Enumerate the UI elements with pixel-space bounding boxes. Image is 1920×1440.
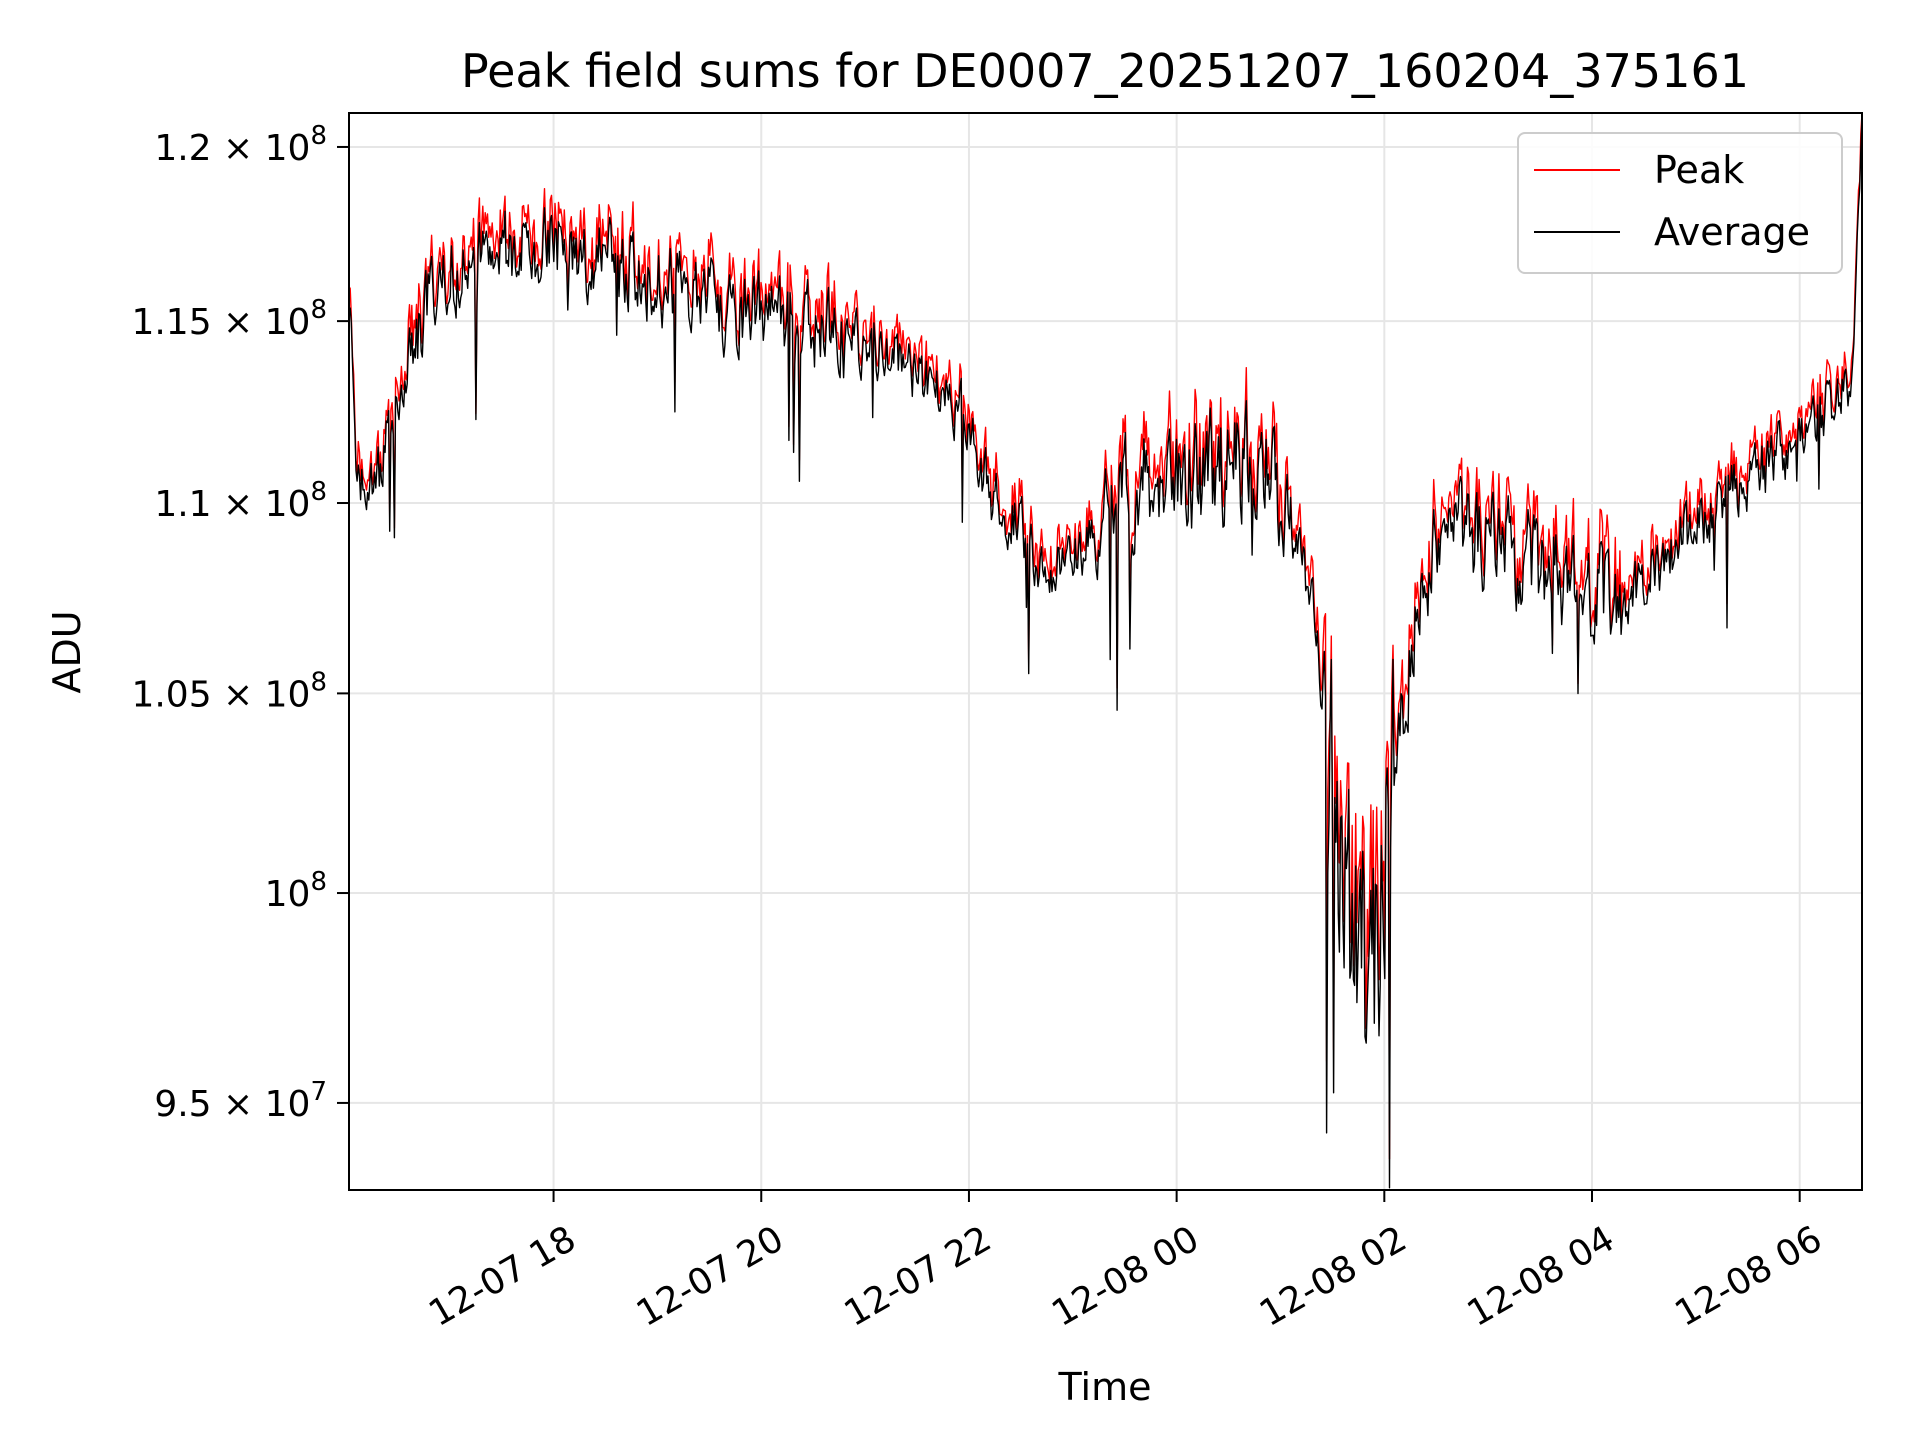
y-tick-label: 1.1 × 108 [154, 477, 327, 525]
grid [349, 113, 1862, 1190]
y-tick-label: 1.15 × 108 [131, 295, 327, 343]
plot-frame [348, 112, 1863, 1191]
chart-title: Peak field sums for DE0007_20251207_1602… [461, 44, 1749, 98]
y-tick-label: 1.05 × 108 [131, 667, 327, 715]
legend: Peak Average [1517, 132, 1843, 274]
y-tick-label: 9.5 × 107 [154, 1077, 327, 1125]
y-tick-label: 108 [265, 867, 327, 915]
series-line-average [348, 115, 1863, 1189]
y-tick-label: 1.2 × 108 [154, 121, 327, 169]
legend-label-average: Average [1654, 210, 1810, 254]
legend-label-peak: Peak [1654, 148, 1744, 192]
data-lines [348, 112, 1863, 1189]
y-axis-label: ADU [45, 610, 89, 693]
x-axis-label: Time [1058, 1365, 1152, 1409]
legend-box [1517, 132, 1843, 274]
